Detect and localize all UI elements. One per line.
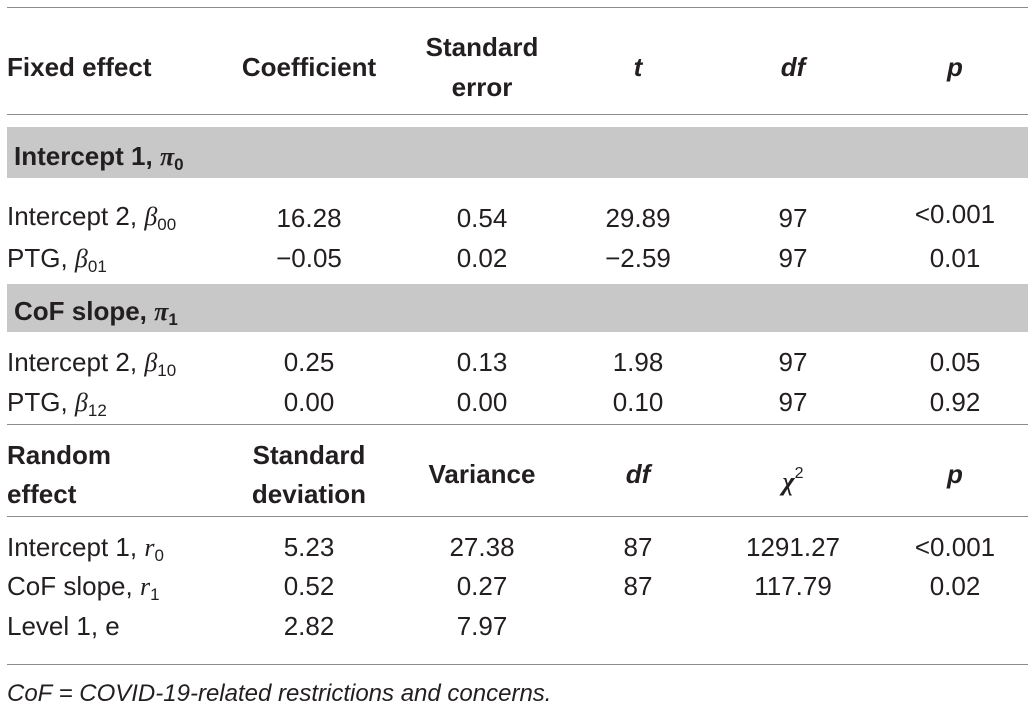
header-chi-square: χ2 [783, 454, 804, 502]
cell-p: 0.01 [929, 243, 981, 273]
r-subscript: 1 [150, 585, 160, 604]
cell-coefficient: 16.28 [276, 203, 342, 233]
header-rule [7, 114, 1028, 115]
header-df: df [780, 52, 806, 82]
cell-standard-error: 0.00 [456, 387, 508, 417]
r-symbol: r [139, 572, 151, 601]
cell-p: 0.02 [929, 571, 981, 601]
beta-subscript: 12 [87, 401, 107, 420]
pi-symbol: π [154, 297, 169, 326]
row-label-text: Intercept 1, [7, 532, 145, 562]
cell-t: 29.89 [605, 203, 671, 233]
cell-standard-error: 0.54 [456, 203, 508, 233]
pi-subscript: 1 [168, 310, 178, 329]
header-standard-error-line2: error [451, 72, 513, 102]
row-label-text: PTG, [7, 243, 75, 273]
header-df: df [625, 459, 651, 489]
cell-standard-deviation: 2.82 [283, 611, 335, 641]
header-p: p [947, 459, 963, 489]
row-label: CoF slope, r1 [7, 566, 160, 615]
beta-subscript: 00 [157, 215, 177, 234]
cell-df: 87 [623, 571, 653, 601]
header-variance: Variance [428, 459, 536, 489]
r-subscript: 0 [154, 546, 164, 565]
row-label: Intercept 2, β00 [7, 196, 176, 245]
cell-standard-error: 0.13 [456, 347, 508, 377]
chi-superscript: 2 [794, 465, 804, 482]
row-label: Intercept 1, r0 [7, 527, 164, 576]
cell-df: 97 [778, 243, 808, 273]
cell-p: <0.001 [914, 532, 996, 562]
section-label-intercept: Intercept 1, π0 [14, 136, 184, 185]
section-label-cof-slope: CoF slope, π1 [14, 291, 178, 340]
row-label-text: Intercept 2, [7, 347, 145, 377]
cell-df: 97 [778, 203, 808, 233]
cell-df: 97 [778, 387, 808, 417]
bottom-rule [7, 664, 1028, 665]
cell-df: 97 [778, 347, 808, 377]
cell-variance: 0.27 [456, 571, 508, 601]
chi-symbol: χ [782, 467, 795, 496]
top-rule [7, 7, 1028, 8]
cell-chi-square: 1291.27 [746, 532, 840, 562]
row-label: Intercept 2, β10 [7, 342, 176, 391]
cell-p: <0.001 [914, 199, 996, 229]
header-standard-error-line1: Standard [425, 32, 539, 62]
pi-symbol: π [159, 142, 175, 171]
table-footnote: CoF = COVID-19-related restrictions and … [7, 680, 552, 707]
beta-subscript: 01 [87, 257, 107, 276]
cell-coefficient: −0.05 [276, 243, 342, 273]
cell-p: 0.92 [929, 387, 981, 417]
section-label-text: Intercept 1, [14, 141, 160, 171]
cell-variance: 27.38 [449, 532, 515, 562]
random-header-bottom-rule [7, 516, 1028, 517]
row-label: PTG, β01 [7, 238, 107, 287]
cell-standard-error: 0.02 [456, 243, 508, 273]
header-coefficient: Coefficient [241, 52, 377, 82]
section-label-text: CoF slope, [14, 296, 155, 326]
row-label: PTG, β12 [7, 382, 107, 431]
cell-df: 87 [623, 532, 653, 562]
header-standard-deviation-line2: deviation [251, 479, 367, 509]
beta-symbol: β [144, 202, 158, 231]
row-label: Level 1, e [7, 606, 120, 646]
r-symbol: r [144, 533, 155, 562]
beta-symbol: β [74, 244, 88, 273]
header-p: p [947, 52, 963, 82]
cell-t: 1.98 [612, 347, 664, 377]
cell-t: 0.10 [612, 387, 664, 417]
cell-t: −2.59 [605, 243, 671, 273]
row-label-text: Intercept 2, [7, 201, 145, 231]
cell-standard-deviation: 5.23 [283, 532, 335, 562]
beta-symbol: β [144, 348, 158, 377]
section-band-cof-slope [7, 284, 1028, 332]
row-label-text: PTG, [7, 387, 75, 417]
pi-subscript: 0 [174, 155, 184, 174]
cell-coefficient: 0.25 [283, 347, 335, 377]
header-random-effect-line1: Random [7, 440, 111, 470]
header-standard-deviation-line1: Standard [252, 440, 366, 470]
row-label-text: Level 1, e [7, 611, 120, 641]
beta-subscript: 10 [157, 361, 177, 380]
beta-symbol: β [74, 388, 88, 417]
header-random-effect-line2: effect [7, 479, 77, 509]
cell-variance: 7.97 [456, 611, 508, 641]
section-band-intercept [7, 127, 1028, 178]
cell-standard-deviation: 0.52 [283, 571, 335, 601]
random-header-top-rule [7, 424, 1028, 425]
header-fixed-effect: Fixed effect [7, 52, 152, 82]
cell-coefficient: 0.00 [283, 387, 335, 417]
row-label-text: CoF slope, [7, 571, 140, 601]
cell-p: 0.05 [929, 347, 981, 377]
cell-chi-square: 117.79 [754, 571, 832, 601]
header-t: t [633, 52, 643, 82]
